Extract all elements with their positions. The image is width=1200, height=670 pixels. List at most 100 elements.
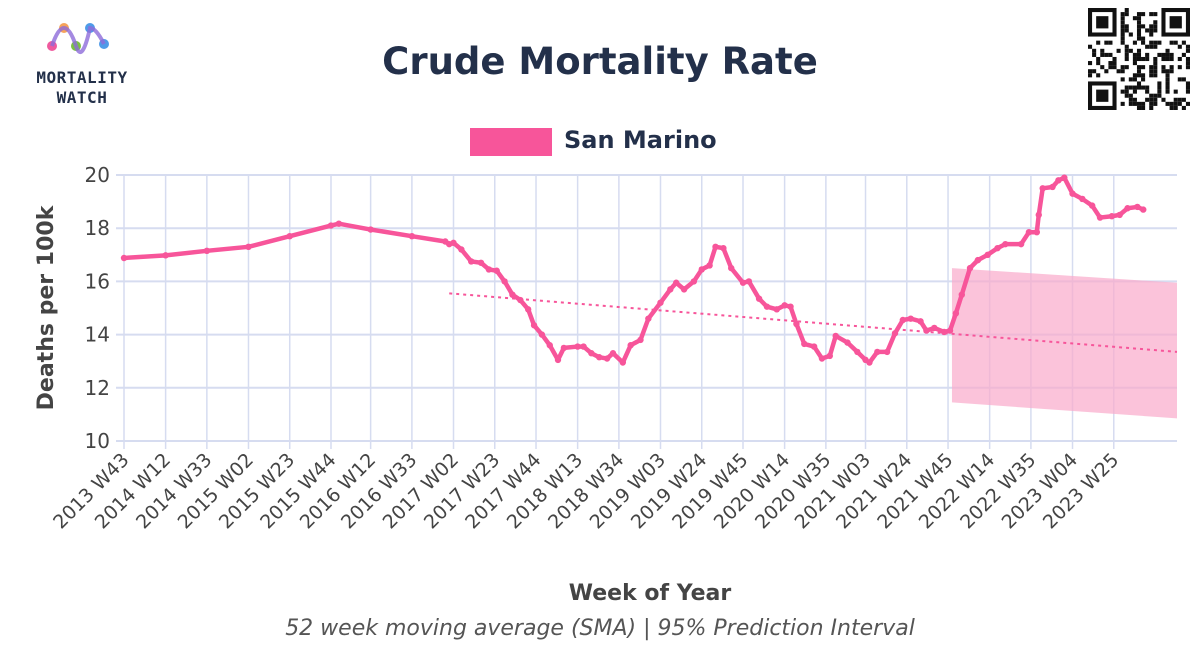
data-point xyxy=(560,344,568,352)
data-point xyxy=(1039,185,1046,192)
y-tick-label: 14 xyxy=(85,323,110,347)
data-point xyxy=(966,264,974,272)
data-point xyxy=(907,315,914,322)
data-point xyxy=(467,258,475,265)
data-point xyxy=(958,291,965,298)
data-point xyxy=(203,247,211,255)
mortality-watch-logo: MORTALITY WATCH xyxy=(12,16,152,116)
data-point xyxy=(245,243,252,251)
data-point xyxy=(1140,206,1147,213)
data-point xyxy=(286,232,293,240)
legend-swatch-san-marino xyxy=(470,128,552,156)
data-point xyxy=(826,352,834,360)
data-point xyxy=(517,296,524,304)
data-point xyxy=(781,302,788,309)
data-point xyxy=(546,342,553,349)
data-point xyxy=(609,350,617,357)
y-tick-label: 20 xyxy=(85,163,110,187)
data-point xyxy=(120,254,128,262)
y-tick-label: 18 xyxy=(85,216,110,240)
data-point xyxy=(450,239,457,247)
data-point xyxy=(1069,190,1076,197)
data-point xyxy=(1088,202,1096,209)
data-point xyxy=(739,279,747,286)
y-tick-label: 16 xyxy=(85,269,110,293)
data-point xyxy=(458,246,465,253)
data-point xyxy=(1116,211,1123,219)
data-point xyxy=(603,355,611,362)
data-point xyxy=(810,343,818,350)
data-point xyxy=(1061,174,1068,181)
data-point xyxy=(690,278,698,285)
data-point xyxy=(801,340,808,348)
trend-line-layer xyxy=(449,292,1178,353)
data-point xyxy=(680,286,688,293)
data-point xyxy=(1025,228,1033,236)
chart-title: Crude Mortality Rate xyxy=(382,40,818,83)
data-point xyxy=(874,348,881,356)
data-point xyxy=(1055,177,1062,184)
data-point xyxy=(1002,240,1009,248)
y-axis-label: Deaths per 100k xyxy=(34,204,59,410)
data-point xyxy=(645,315,652,322)
data-point xyxy=(335,220,343,227)
data-point xyxy=(763,303,771,310)
data-point xyxy=(755,295,763,302)
data-point xyxy=(745,278,753,285)
data-point xyxy=(1108,213,1116,220)
data-point xyxy=(667,286,674,293)
data-point xyxy=(1017,240,1025,248)
legend: San Marino xyxy=(470,126,717,156)
logo-text-line1: MORTALITY xyxy=(36,68,128,87)
data-point xyxy=(1134,203,1141,211)
data-point xyxy=(946,327,954,334)
data-point xyxy=(818,355,826,362)
data-point xyxy=(619,359,627,366)
data-point xyxy=(538,331,546,338)
data-point xyxy=(627,342,634,349)
data-point xyxy=(984,251,991,258)
data-point xyxy=(524,306,532,313)
data-point xyxy=(596,354,603,361)
data-point xyxy=(580,343,587,350)
data-point xyxy=(327,222,335,229)
data-point xyxy=(637,336,644,344)
data-point xyxy=(923,327,930,334)
data-point xyxy=(1079,195,1086,203)
data-point xyxy=(720,244,727,252)
data-point xyxy=(854,348,861,356)
logo-text-line2: WATCH xyxy=(56,88,108,107)
y-tick-label: 10 xyxy=(85,429,110,453)
data-point xyxy=(574,343,581,350)
legend-label-san-marino: San Marino xyxy=(564,126,717,154)
data-point xyxy=(706,262,713,269)
data-point xyxy=(891,330,899,337)
data-point xyxy=(554,356,562,364)
data-point xyxy=(477,259,485,266)
data-point xyxy=(162,252,169,259)
data-point xyxy=(509,291,516,298)
data-point xyxy=(657,299,664,306)
data-point xyxy=(408,232,416,240)
data-point xyxy=(712,243,719,251)
data-point xyxy=(832,332,839,340)
data-point xyxy=(931,324,938,332)
data-point xyxy=(1035,211,1042,219)
data-point xyxy=(940,328,948,336)
data-point xyxy=(883,348,891,356)
data-point xyxy=(994,244,1001,252)
data-point xyxy=(899,316,907,324)
data-point xyxy=(793,320,800,328)
data-point xyxy=(952,310,960,317)
data-point xyxy=(1033,228,1041,236)
data-point xyxy=(485,266,493,273)
data-point xyxy=(787,303,794,310)
x-axis-label: Week of Year xyxy=(569,581,732,606)
data-point xyxy=(501,278,508,285)
logo-icon xyxy=(47,23,109,54)
qr-code[interactable] xyxy=(1088,8,1190,110)
data-point xyxy=(1049,183,1056,191)
data-point xyxy=(698,266,705,273)
chart-caption: 52 week moving average (SMA) | 95% Predi… xyxy=(285,616,915,641)
